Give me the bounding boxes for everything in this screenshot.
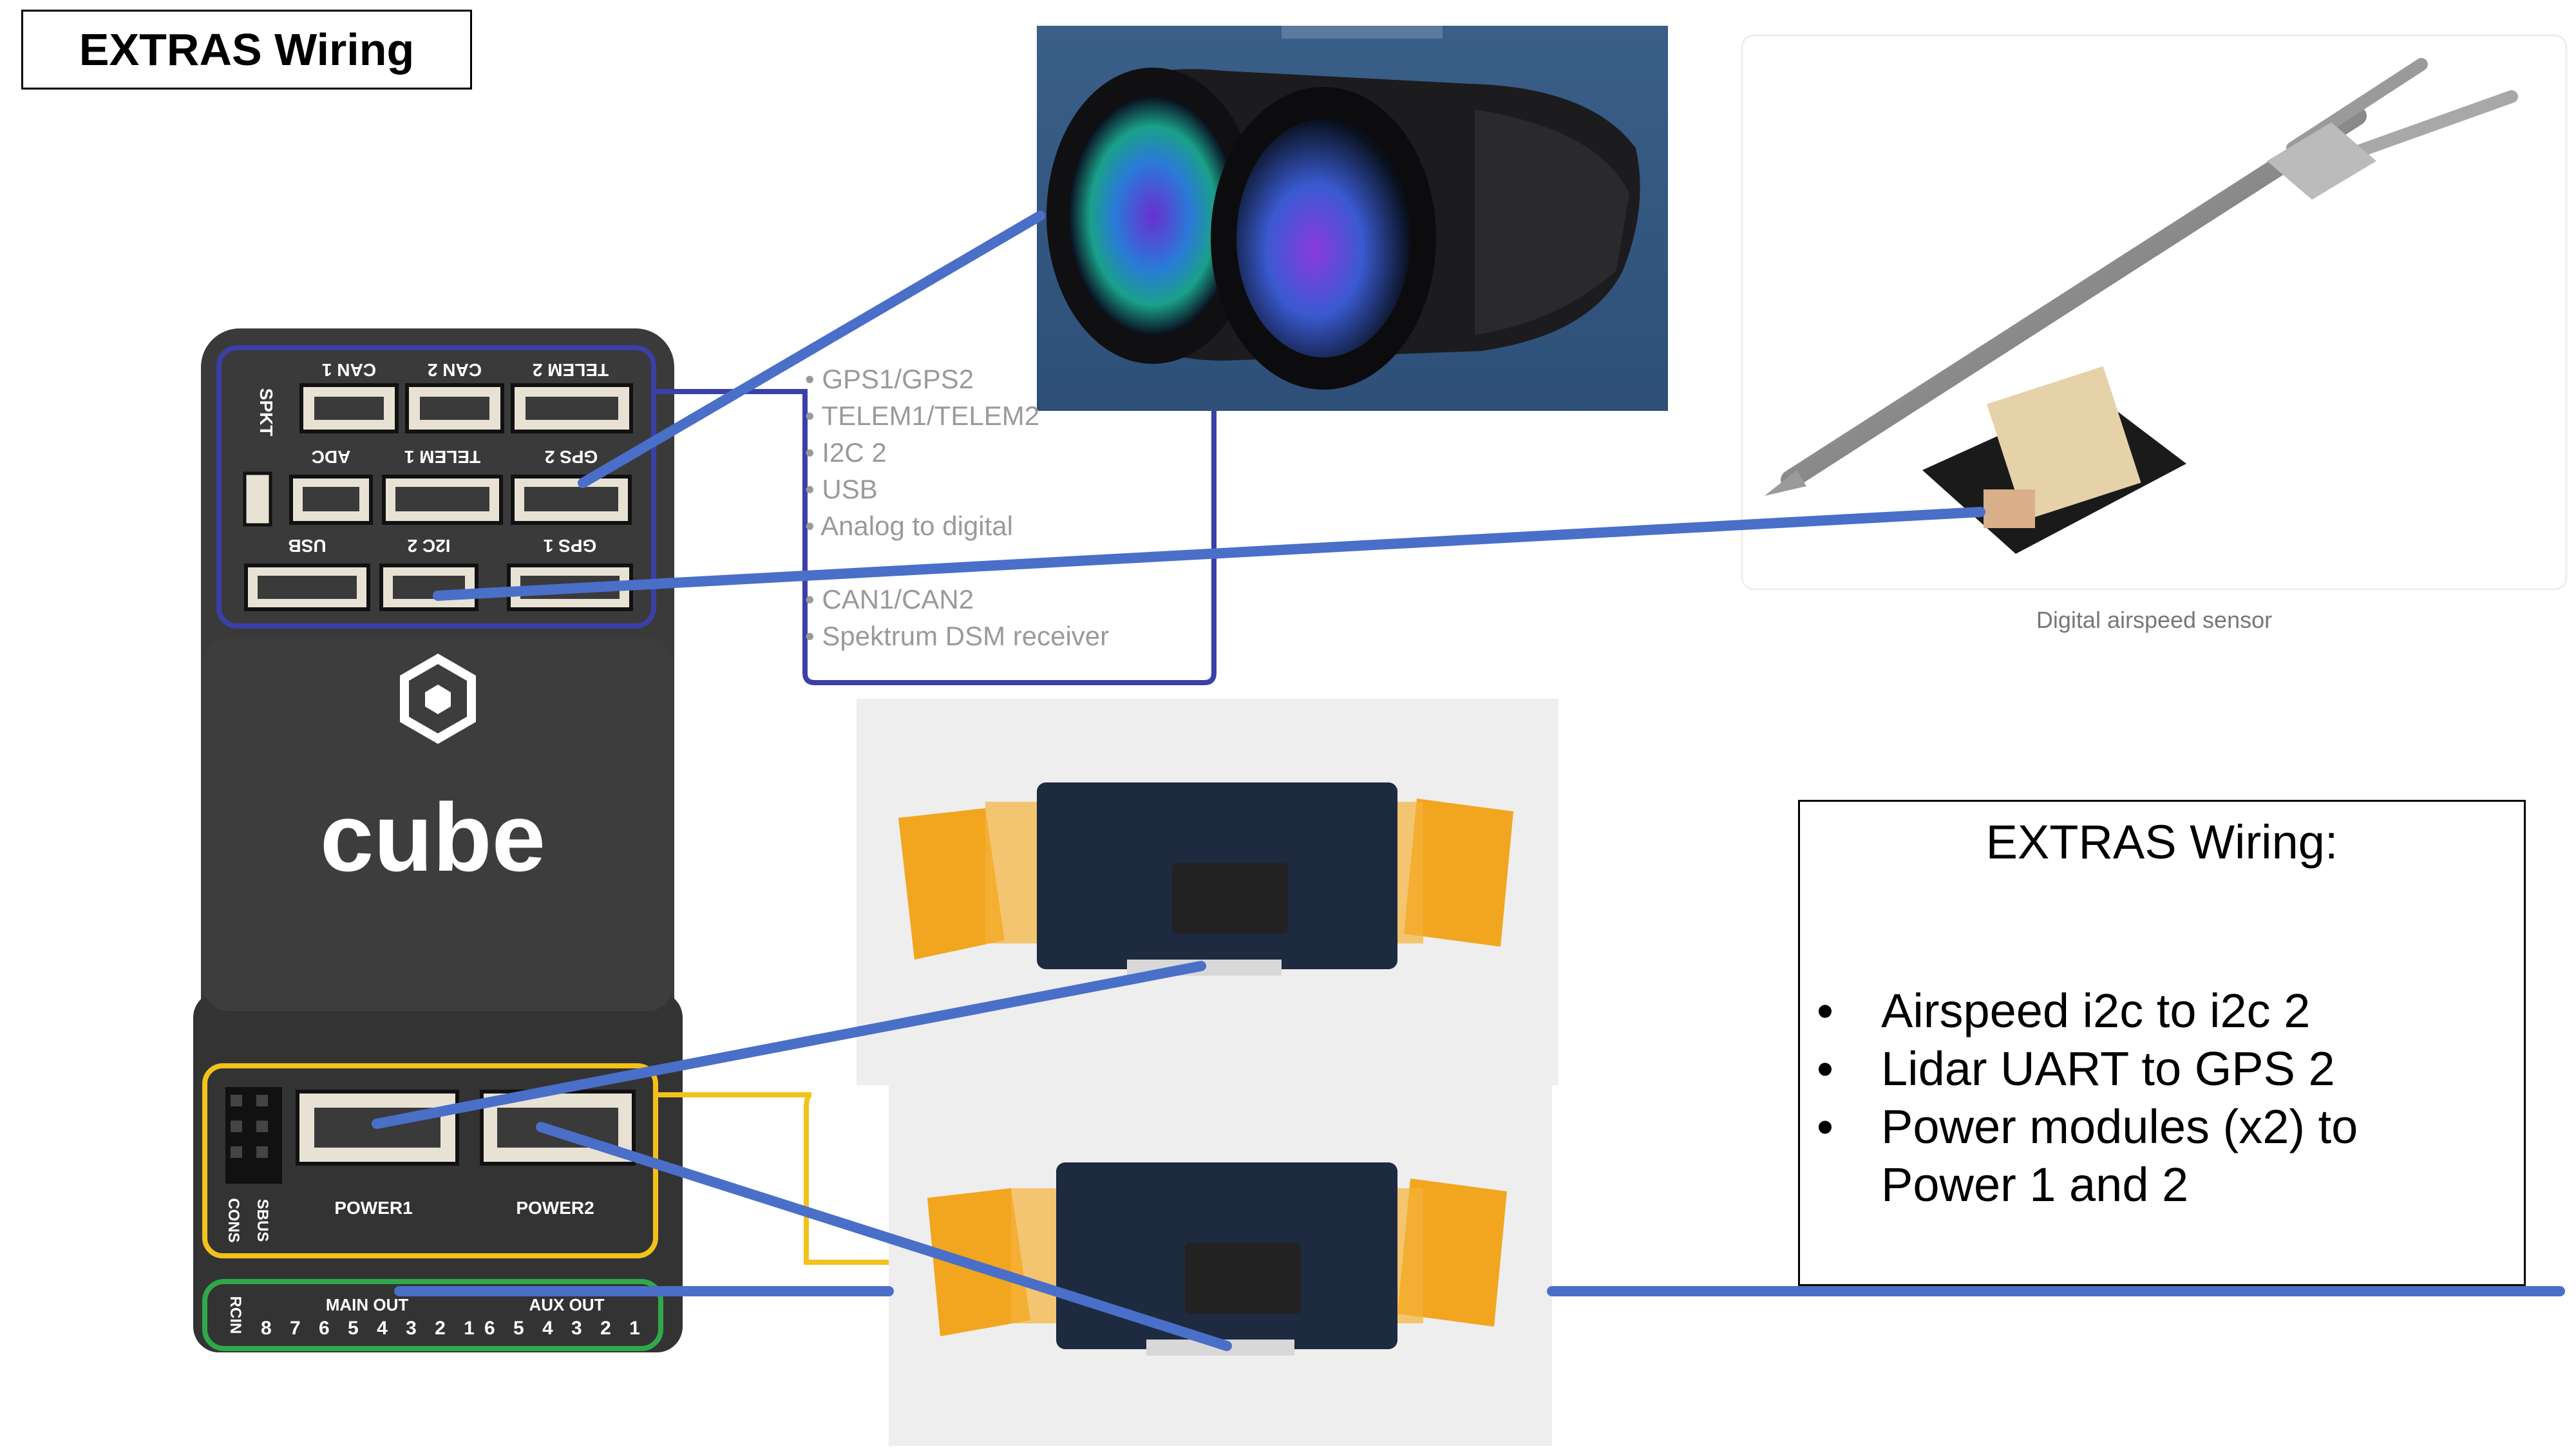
label-adc: ADC — [312, 447, 351, 467]
lidar-binocular-icon — [1037, 26, 1668, 411]
wire-power2 — [536, 1122, 1232, 1351]
label-can2: CAN 2 — [428, 360, 482, 380]
ports-list-item: • TELEM1/TELEM2 — [805, 401, 1040, 431]
ports-list-item: • Analog to digital — [805, 511, 1013, 541]
label-gps2: GPS 2 — [545, 447, 598, 467]
power-module-icon — [857, 699, 1558, 1085]
notes-box: EXTRAS Wiring: • Airspeed i2c to i2c 2 •… — [1798, 800, 2526, 1286]
label-can1: CAN 1 — [322, 360, 376, 380]
page-title: EXTRAS Wiring — [21, 10, 472, 90]
ports-list-item: • I2C 2 — [805, 437, 887, 468]
notes-item: • Power modules (x2) to Power 1 and 2 — [1817, 1098, 2499, 1214]
wire-airspeed-i2c2 — [433, 507, 1985, 601]
ports-list-item: • CAN1/CAN2 — [805, 584, 974, 614]
label-spkt: SPKT — [256, 388, 276, 437]
label-power1: POWER1 — [334, 1198, 412, 1218]
cube-silkscreen: CAN 1 CAN 2 TELEM 2 ADC TELEM 1 GPS 2 US… — [225, 360, 647, 1339]
label-i2c2: I2C 2 — [408, 536, 451, 556]
notes-item: • Lidar UART to GPS 2 — [1817, 1040, 2499, 1098]
notes-item: • Airspeed i2c to i2c 2 — [1817, 982, 2499, 1040]
wires — [372, 211, 2565, 1351]
mid-port-row — [243, 471, 632, 527]
label-rcin: RCIN — [227, 1296, 244, 1334]
label-telem2: TELEM 2 — [533, 360, 609, 380]
notes-list: • Airspeed i2c to i2c 2 • Lidar UART to … — [1817, 982, 2499, 1214]
notes-title: EXTRAS Wiring: — [1985, 815, 2338, 869]
notes-item-text: Lidar UART to GPS 2 — [1881, 1042, 2335, 1095]
ports-list: • GPS1/GPS2 • TELEM1/TELEM2 • I2C 2 • US… — [805, 361, 1204, 683]
bullet: • — [1817, 1100, 1833, 1153]
label-aux-out: AUX OUT — [529, 1295, 605, 1314]
label-telem1: TELEM 1 — [404, 447, 480, 467]
label-sbus: SBUS — [254, 1199, 271, 1242]
wire-lidar-gps2 — [578, 211, 1045, 488]
notes-item-text: Airspeed i2c to i2c 2 — [1881, 984, 2311, 1037]
cube-brand: cube — [320, 783, 545, 891]
ports-list-item: • GPS1/GPS2 — [805, 364, 974, 394]
airspeed-caption: Digital airspeed sensor — [2036, 607, 2272, 633]
bullet: • — [1817, 984, 1833, 1037]
notes-item-text: Power modules (x2) to Power 1 and 2 — [1881, 1100, 2358, 1211]
label-cons: CONS — [225, 1198, 242, 1242]
ports-callout — [654, 389, 1217, 1265]
airspeed-probe-icon — [1741, 34, 2568, 591]
label-usb: USB — [288, 536, 326, 556]
main-out-numbers: 8 7 6 5 4 3 2 1 — [261, 1318, 481, 1339]
ports-list-item: • Spektrum DSM receiver — [805, 621, 1110, 651]
servo-rail-frame — [202, 1279, 663, 1351]
wire-power1 — [372, 961, 1206, 1129]
label-main-out: MAIN OUT — [326, 1295, 409, 1314]
top-port-row — [299, 383, 633, 433]
cube-logo-icon — [400, 653, 476, 744]
pin-header — [225, 1087, 282, 1184]
power-module-icon — [889, 1085, 1552, 1446]
top-ports-frame — [216, 345, 656, 629]
label-power2: POWER2 — [516, 1198, 594, 1218]
bullet: • — [1817, 1042, 1833, 1095]
ports-list-item: • USB — [805, 474, 878, 504]
label-gps1: GPS 1 — [544, 536, 596, 556]
aux-out-numbers: 6 5 4 3 2 1 — [484, 1318, 647, 1339]
